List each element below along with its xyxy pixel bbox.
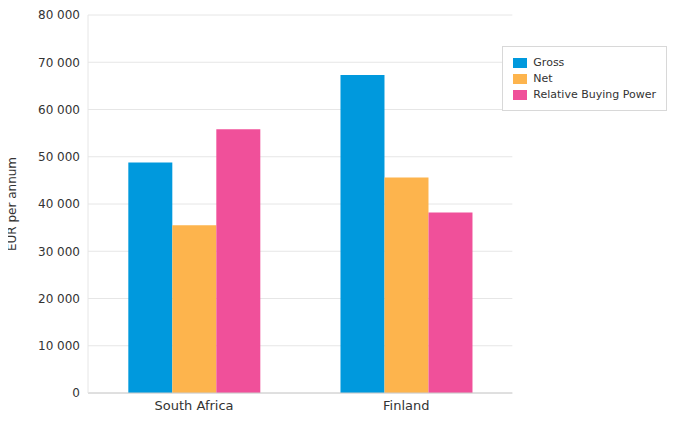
svg-text:Finland: Finland [383, 398, 429, 413]
svg-text:80 000: 80 000 [38, 8, 80, 22]
svg-text:0: 0 [72, 386, 80, 400]
svg-text:50 000: 50 000 [38, 150, 80, 164]
svg-text:30 000: 30 000 [38, 245, 80, 259]
svg-text:70 000: 70 000 [38, 56, 80, 70]
html-text:Relative Buying Power: Relative Buying Power [533, 88, 656, 101]
svg-text:EUR per annum: EUR per annum [8, 157, 19, 251]
svg-text:South Africa: South Africa [155, 398, 234, 413]
html-text:Gross: Gross [533, 56, 565, 69]
svg-text:60 000: 60 000 [38, 103, 80, 117]
svg-text:20 000: 20 000 [38, 292, 80, 306]
svg-text:10 000: 10 000 [38, 339, 80, 353]
html-text:Net: Net [533, 72, 553, 85]
svg-text:40 000: 40 000 [38, 197, 80, 211]
